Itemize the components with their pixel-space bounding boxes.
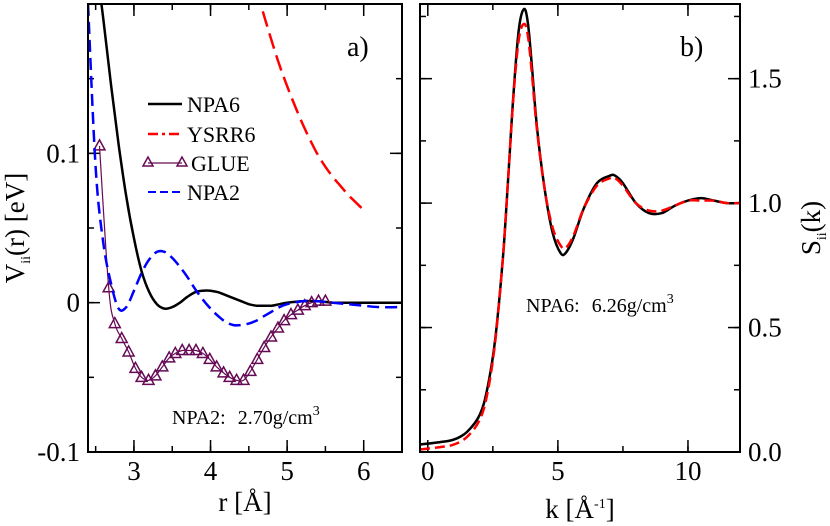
legend-glue-label: GLUE [191,151,250,176]
legend-npa2-label: NPA2 [187,180,240,205]
glue-marker [203,351,217,365]
panel-a-x-label: r [Å] [218,487,271,517]
series-line-npa6 [420,7,740,446]
glue-marker [216,365,231,378]
legend-ysrr6-label: YSRR6 [187,122,255,147]
x-tick-label: 10 [674,456,701,486]
panel-a-legend: NPA6 YSRR6 GLUE NPA2 [141,92,255,205]
x-tick-label: 0 [421,456,435,486]
x-tick-label: 4 [204,456,218,486]
y-tick-label: 1.0 [748,188,782,218]
panel-b-series [420,7,740,451]
legend-npa6-label: NPA6 [187,92,240,117]
glue-marker [121,344,136,357]
glue-marker [108,316,122,329]
y-tick-label: 0 [67,288,81,318]
glue-marker [189,342,203,356]
x-tick-label: 5 [551,456,565,486]
y-tick-label: 0.1 [46,138,80,168]
glue-marker [92,138,107,151]
panel-b-ticks: 0 5 10 0.0 0.5 1.0 1.5 [420,4,782,486]
x-tick-label: 3 [127,456,141,486]
glue-marker [148,368,163,381]
glue-marker [257,339,271,353]
legend-glue-marker-left [141,155,155,167]
y-tick-label: 0.5 [748,313,782,343]
panel-a: 3 4 5 6 -0.1 0 0.1 a) r [Å] Vii(r) [eV] NPA6 Y… [0,3,403,517]
panel-b-y-label: Sii(k) [796,201,830,255]
glue-marker [229,372,244,386]
panel-b-x-label: k [Å-1] [545,494,614,524]
glue-marker [277,313,291,326]
panel-a-annotation: NPA2: 2.70g/cm3 [172,404,320,429]
glue-marker [114,330,129,344]
y-tick-label: 1.5 [748,64,782,94]
panel-b-frame [419,3,741,453]
glue-marker [128,360,143,374]
glue-marker [196,345,210,359]
glue-marker [236,372,251,386]
panel-b: 0 5 10 0.0 0.5 1.0 1.5 b) k [Å-1] Sii(k) NPA6:… [419,3,830,524]
panel-a-y-label: Vii(r) [eV] [0,173,34,283]
glue-marker [182,342,196,356]
glue-marker [243,363,258,377]
panel-a-frame [87,3,403,453]
glue-marker [134,369,149,383]
series-line-ysrr6 [259,4,365,211]
x-tick-label: 6 [357,456,371,486]
panel-b-annotation: NPA6: 6.26g/cm3 [526,292,674,317]
glue-marker [155,359,170,372]
panel-b-label: b) [680,32,703,63]
legend-glue-marker-right [175,155,189,167]
panel-a-label: a) [347,32,369,63]
panel-a-ticks: 3 4 5 6 -0.1 0 0.1 [37,3,403,486]
y-tick-label: -0.1 [37,437,80,467]
x-tick-label: 5 [280,456,294,486]
glue-marker [209,359,224,372]
y-tick-label: 0.0 [748,437,782,467]
glue-marker [264,329,278,342]
glue-marker [101,280,116,293]
series-line-npa6 [100,4,402,310]
glue-marker [271,320,285,333]
glue-marker [175,342,189,356]
series-line-npa6-ref [420,22,740,451]
series-line-npa2 [88,4,402,327]
glue-marker [250,351,265,365]
glue-marker [318,293,333,306]
glue-marker [222,369,237,383]
panel-a-series [88,4,402,386]
